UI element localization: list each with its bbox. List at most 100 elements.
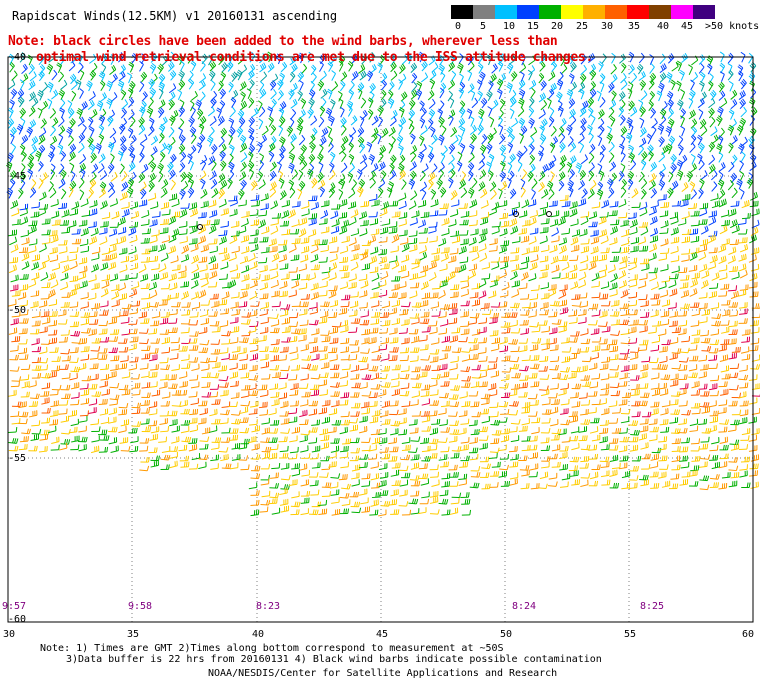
wind-barb — [170, 337, 180, 344]
wind-barb — [327, 142, 334, 153]
wind-barb — [698, 251, 707, 261]
wind-barb — [620, 309, 630, 317]
wind-barb — [350, 437, 360, 444]
wind-barb — [638, 52, 645, 64]
wind-barb — [390, 428, 399, 436]
wind-barb — [460, 328, 470, 336]
wind-barb — [38, 191, 47, 201]
wind-barb — [429, 427, 439, 436]
wind-barb — [670, 255, 680, 263]
wind-barb — [9, 257, 19, 264]
wind-barb — [218, 188, 225, 199]
wind-barb — [651, 388, 661, 397]
wind-barb — [361, 374, 372, 381]
wind-barb — [111, 311, 121, 318]
wind-barb — [61, 355, 71, 362]
wind-barb — [9, 366, 20, 372]
wind-barb — [328, 451, 337, 459]
wind-barb — [599, 125, 605, 137]
lat-label: -60 — [8, 614, 26, 625]
wind-barb — [278, 125, 284, 137]
wind-barb — [238, 301, 248, 308]
wind-barb — [458, 410, 468, 418]
wind-barb — [338, 212, 348, 219]
wind-barb — [650, 401, 660, 408]
wind-barb — [98, 328, 108, 335]
wind-barb — [478, 426, 489, 433]
wind-barb — [750, 327, 760, 334]
wind-barb — [628, 300, 638, 307]
wind-barb — [169, 70, 177, 81]
wind-barb — [541, 326, 550, 333]
wind-barb — [30, 301, 39, 309]
wind-barb — [308, 195, 318, 202]
wind-barb — [218, 375, 229, 382]
wind-barb — [228, 195, 238, 202]
wind-barb — [69, 246, 79, 254]
wind-barb — [230, 392, 240, 399]
wind-barb — [698, 418, 708, 426]
wind-barb — [138, 264, 147, 274]
wind-barb — [618, 106, 625, 118]
wind-barb — [540, 245, 550, 253]
wind-barb — [337, 90, 343, 102]
wind-barb — [240, 64, 248, 75]
wind-barb — [488, 357, 498, 363]
wind-barb — [649, 357, 659, 364]
wind-barb — [698, 54, 706, 65]
wind-barb — [381, 127, 389, 138]
wind-barb — [321, 266, 331, 274]
lat-label: -45 — [8, 171, 26, 182]
wind-barb — [339, 508, 350, 515]
wind-barb — [429, 78, 436, 90]
wind-barb — [461, 354, 471, 362]
wind-barb — [580, 375, 590, 381]
wind-barb — [180, 203, 190, 209]
wind-barb — [260, 353, 269, 361]
wind-barb — [268, 245, 278, 253]
wind-barb — [557, 217, 566, 226]
wind-barb — [258, 219, 266, 229]
wind-barb — [108, 228, 118, 237]
wind-barb — [519, 465, 530, 471]
wind-barb — [658, 194, 667, 201]
wind-barb — [681, 182, 689, 193]
wind-barb — [47, 151, 55, 163]
wind-barb — [218, 447, 229, 453]
time-label: 8:23 — [256, 601, 280, 612]
wind-barb — [710, 302, 720, 310]
wind-barb — [681, 254, 690, 262]
wind-barb — [401, 444, 411, 451]
wind-barb — [61, 227, 71, 234]
wind-barb — [698, 108, 704, 120]
wind-barb — [431, 373, 441, 380]
wind-barb — [71, 201, 80, 210]
wind-barb — [288, 243, 297, 253]
wind-barb — [460, 187, 468, 199]
wind-barb — [680, 199, 689, 207]
wind-barb — [487, 133, 494, 144]
wind-barb — [649, 235, 659, 243]
wind-barb — [210, 143, 218, 155]
wind-barb — [740, 106, 747, 118]
wind-barb — [169, 169, 176, 180]
wind-barb — [741, 482, 751, 488]
wind-barb — [279, 346, 289, 353]
wind-barb — [371, 282, 380, 291]
wind-barb — [270, 279, 279, 289]
wind-barb — [377, 105, 384, 117]
wind-barb — [171, 344, 180, 351]
wind-barb — [329, 262, 338, 272]
wind-barb — [510, 71, 518, 82]
wind-barb — [410, 282, 420, 289]
wind-barb — [450, 70, 457, 82]
wind-barb — [649, 72, 657, 84]
wind-barb — [260, 203, 269, 211]
lat-label: -50 — [8, 305, 26, 316]
wind-barb — [730, 419, 740, 426]
wind-barb — [399, 237, 409, 245]
wind-barb — [9, 236, 18, 246]
wind-barb — [538, 320, 548, 326]
wind-barb — [41, 81, 49, 93]
time-label: 8:25 — [640, 601, 664, 612]
